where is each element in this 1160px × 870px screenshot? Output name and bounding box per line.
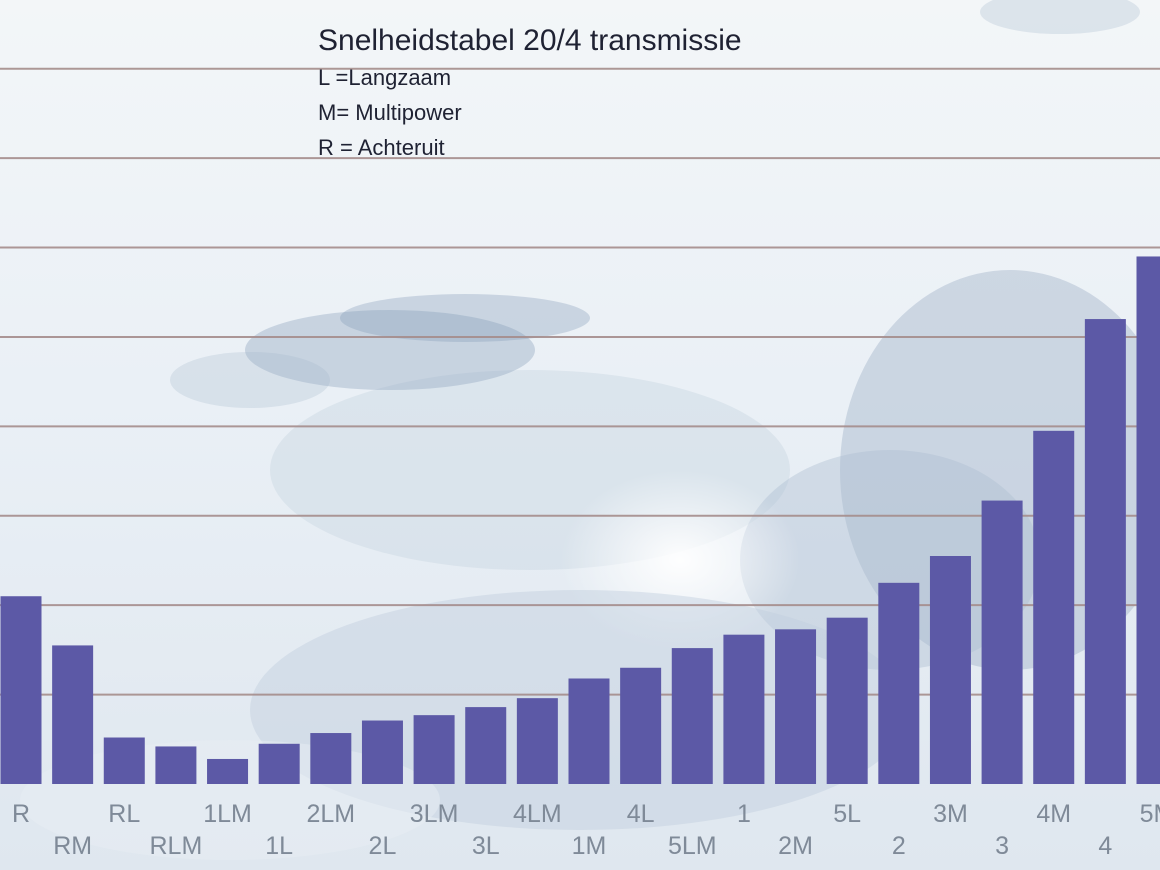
bar-3m [929,556,971,784]
tick-label-1l: 1L [265,832,293,860]
bar-rlm [155,746,197,784]
tick-label-4m: 4M [1036,800,1071,828]
bar-3l [465,707,507,784]
tick-label-2lm: 2LM [306,800,355,828]
bar-5l [826,617,868,784]
legend-langzaam: L =Langzaam [318,65,452,90]
bar-4m [1033,430,1075,784]
bar-1lm [207,758,249,784]
bar-2 [878,582,920,784]
bar-2m [775,629,817,784]
tick-label-2: 2 [892,832,906,860]
bar-3 [981,500,1023,784]
bar-2l [361,720,403,784]
bar-2lm [310,733,352,784]
chart-legend: Snelheidstabel 20/4 transmissie L =Langz… [318,22,742,165]
tick-label-r: R [12,800,30,828]
tick-label-3: 3 [995,832,1009,860]
bar-rm [52,645,94,784]
bar-1m [568,678,610,784]
tick-label-4l: 4L [627,800,655,828]
tick-label-3m: 3M [933,800,968,828]
bar-r [0,596,42,784]
tick-label-5l: 5L [833,800,861,828]
tick-label-1: 1 [737,800,751,828]
bar-rl [103,737,145,784]
tick-label-4lm: 4LM [513,800,562,828]
tick-label-rlm: RLM [150,832,203,860]
legend-multipower: M= Multipower [318,100,462,125]
x-tick-labels: RRMRLRLM1LM1L2LM2L3LM3L4LM1M4L5LM12M5L23… [12,800,1160,860]
tick-label-3lm: 3LM [410,800,459,828]
tick-label-rm: RM [53,832,92,860]
bar-1l [258,743,300,784]
tick-label-5lm: 5LM [668,832,717,860]
tick-label-1m: 1M [572,832,607,860]
tick-label-4: 4 [1098,832,1112,860]
bars [0,256,1160,784]
bar-5m [1136,256,1160,784]
tick-label-rl: RL [108,800,140,828]
bar-4lm [516,698,558,784]
bar-4 [1084,319,1126,784]
tick-label-1lm: 1LM [203,800,252,828]
bar-1 [723,634,765,784]
bar-5lm [671,648,713,784]
tick-label-2m: 2M [778,832,813,860]
legend-achteruit: R = Achteruit [318,135,445,160]
tick-label-2l: 2L [369,832,397,860]
tick-label-5m: 5M [1140,800,1160,828]
bar-3lm [413,715,455,784]
tick-label-3l: 3L [472,832,500,860]
chart-title: Snelheidstabel 20/4 transmissie [318,24,742,57]
bar-4l [620,667,662,784]
